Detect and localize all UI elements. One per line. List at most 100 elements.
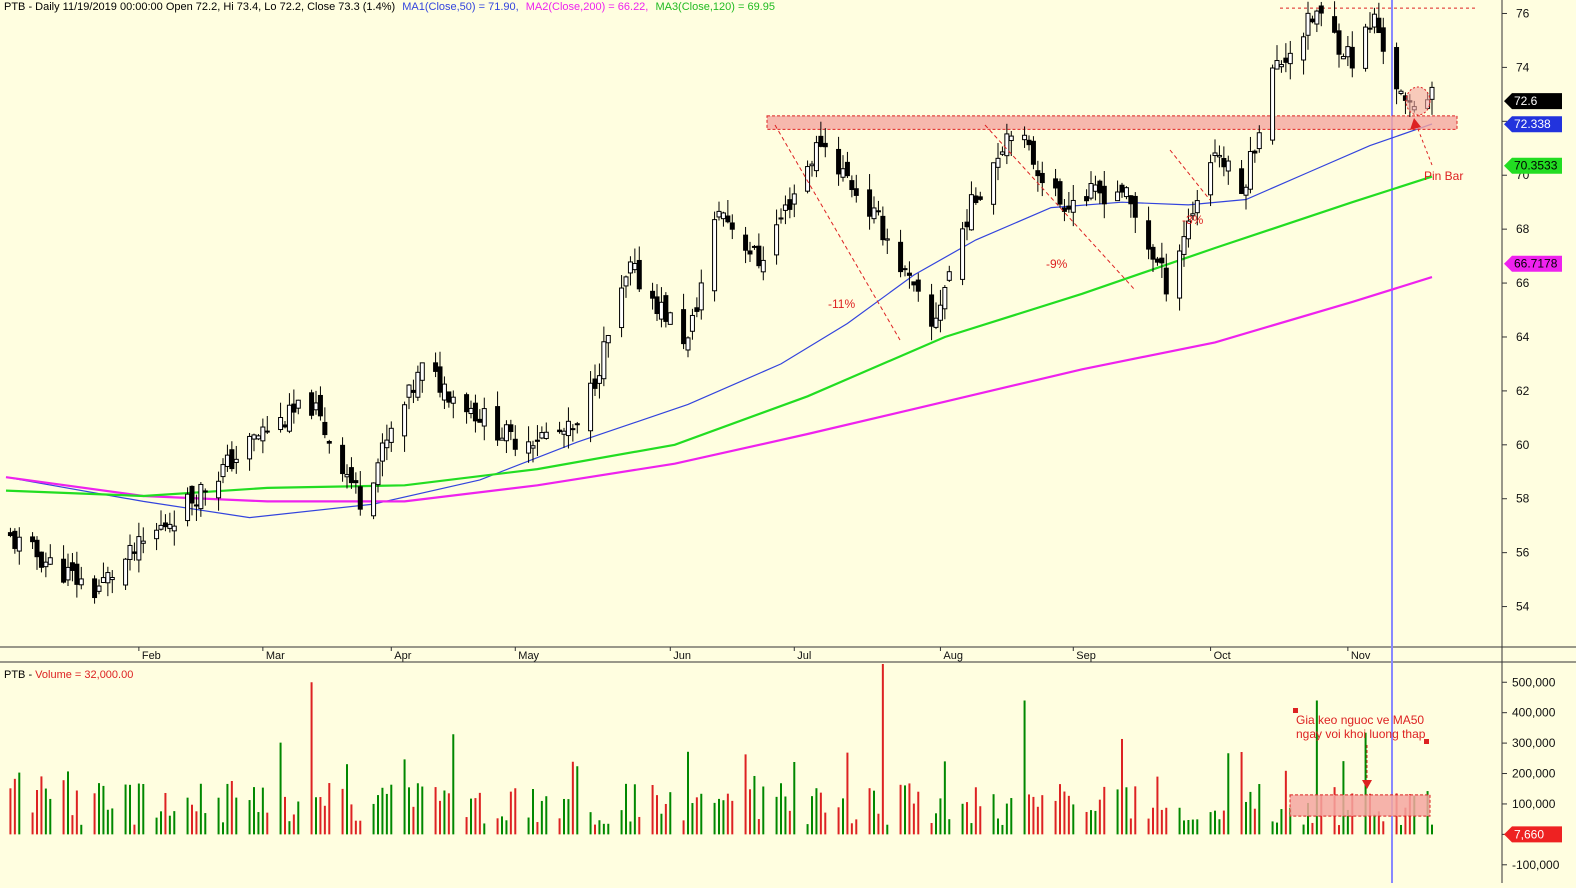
candle-up	[689, 314, 695, 332]
candle-down	[512, 438, 518, 450]
candle-down	[1336, 30, 1342, 55]
candle-up	[902, 268, 908, 271]
candle-up	[968, 194, 974, 231]
pin-bar-pointer	[1415, 123, 1433, 166]
candle-up	[202, 490, 208, 493]
candle-up	[171, 525, 177, 532]
candle-down	[849, 180, 855, 191]
candle-up	[999, 151, 1005, 155]
candle-up	[1216, 154, 1222, 158]
candle-up	[813, 142, 819, 172]
candle-down	[282, 424, 288, 428]
price-y-tick-label: 60	[1516, 438, 1530, 452]
chart-header: PTB - Daily 11/19/2019 00:00:00 Open 72.…	[4, 1, 775, 13]
candle-down	[193, 504, 199, 507]
candle-up	[1177, 250, 1183, 299]
candle-down	[495, 406, 501, 441]
candle-down	[1061, 207, 1067, 212]
candle-up	[1181, 236, 1187, 255]
candle-up	[720, 212, 726, 220]
candle-down	[437, 366, 443, 393]
candle-down	[844, 161, 850, 177]
volume-header-label: Volume = 32,000.00	[35, 669, 133, 681]
candle-down	[1318, 5, 1324, 14]
candle-up	[313, 402, 319, 411]
drop-dashed-line	[1169, 149, 1211, 201]
candle-up	[561, 430, 567, 435]
price-y-tick-label: 58	[1516, 492, 1530, 506]
candle-up	[530, 445, 536, 449]
candle-up	[96, 585, 102, 592]
candle-up	[871, 207, 877, 220]
candle-up	[588, 382, 594, 432]
ma200-price-tag: 66.7178	[1514, 257, 1558, 271]
candle-up	[526, 441, 532, 454]
candle-down	[1376, 17, 1382, 34]
annotation-pin-bar: Pin Bar	[1424, 169, 1463, 183]
candle-up	[499, 437, 505, 441]
candle-up	[1123, 187, 1129, 198]
candle-up	[667, 312, 673, 325]
candle-up	[1247, 151, 1253, 190]
candle-down	[1394, 47, 1400, 90]
candle-up	[809, 163, 815, 167]
candle-up	[286, 404, 292, 432]
candle-down	[464, 394, 470, 413]
price-y-tick-label: 76	[1516, 6, 1530, 20]
candle-down	[1154, 258, 1160, 263]
candle-up	[596, 375, 602, 384]
candle-down	[787, 199, 793, 210]
candle-up	[450, 396, 456, 404]
candle-up	[65, 566, 71, 581]
candle-up	[100, 577, 106, 583]
volume-y-tick-label: -100,000	[1512, 858, 1560, 872]
candle-down	[1163, 267, 1169, 295]
candle-down	[1057, 181, 1063, 205]
candle-up	[627, 261, 633, 274]
candle-up	[601, 341, 607, 380]
candle-down	[534, 439, 540, 442]
candle-down	[898, 241, 904, 273]
candle-up	[751, 245, 757, 248]
candle-down	[654, 296, 660, 315]
candle-down	[34, 539, 40, 558]
candle-down	[570, 428, 576, 431]
candle-up	[247, 435, 253, 460]
candle-down	[433, 362, 439, 372]
candle-down	[853, 188, 859, 196]
candle-down	[1332, 16, 1338, 33]
candle-up	[419, 362, 425, 381]
candle-up	[1398, 90, 1404, 94]
volume-last-tag: 7,660	[1514, 827, 1544, 841]
candle-up	[371, 482, 377, 517]
ma120-price-tag-bg	[1504, 157, 1562, 174]
candle-down	[1132, 195, 1138, 218]
candle-down	[1159, 257, 1165, 264]
low-volume-zone	[1289, 794, 1431, 817]
candle-up	[415, 371, 421, 398]
candle-up	[1022, 134, 1028, 141]
candle-up	[278, 417, 284, 431]
candle-down	[472, 402, 478, 422]
volume-annotation-marker	[1424, 739, 1429, 744]
candle-down	[867, 189, 873, 217]
candle-down	[747, 250, 753, 255]
candle-down	[1128, 195, 1134, 205]
candle-down	[69, 562, 75, 571]
annotation-drop-3: -3%	[1182, 213, 1204, 227]
candle-down	[743, 234, 749, 251]
candle-up	[136, 536, 142, 561]
header-ma3: MA3(Close,120) = 69.95	[655, 1, 775, 13]
x-month-label: Nov	[1351, 650, 1371, 662]
candle-up	[1004, 133, 1010, 157]
candle-down	[1030, 140, 1036, 165]
candle-up	[1314, 10, 1320, 25]
candle-up	[774, 224, 780, 256]
price-y-tick-label: 66	[1516, 276, 1530, 290]
candle-up	[260, 426, 266, 442]
candle-up	[224, 454, 230, 467]
x-month-label: Feb	[142, 650, 161, 662]
candle-down	[291, 403, 297, 413]
candle-up	[375, 462, 381, 486]
pin-bar-highlight	[1405, 86, 1431, 116]
